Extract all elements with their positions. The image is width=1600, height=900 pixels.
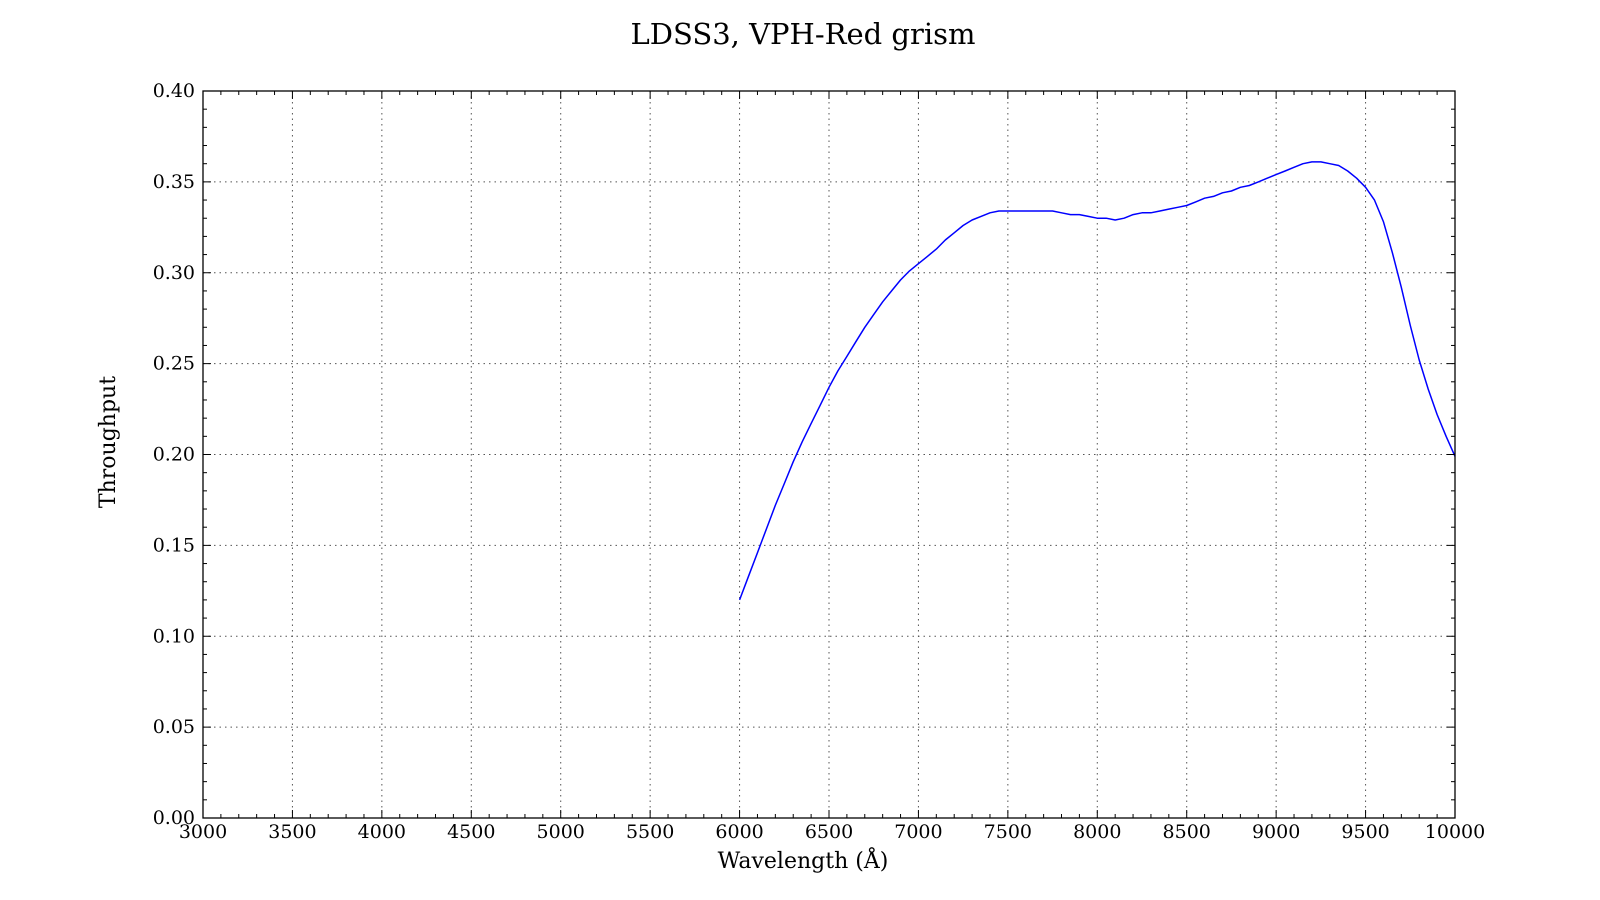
axis-ticks — [202, 90, 1456, 819]
x-tick-label: 9500 — [1341, 821, 1389, 843]
x-tick-label: 8500 — [1163, 821, 1211, 843]
y-tick-label: 0.25 — [153, 353, 195, 375]
y-tick-label: 0.30 — [153, 262, 195, 284]
x-tick-label: 7000 — [894, 821, 942, 843]
y-tick-label: 0.00 — [153, 807, 195, 829]
y-tick-label: 0.10 — [153, 625, 195, 647]
x-tick-label: 3500 — [268, 821, 316, 843]
x-tick-label: 4500 — [447, 821, 495, 843]
x-tick-label: 9000 — [1252, 821, 1300, 843]
x-tick-label: 6000 — [715, 821, 763, 843]
y-tick-label: 0.20 — [153, 444, 195, 466]
x-tick-label: 10000 — [1425, 821, 1485, 843]
series-layer — [738, 161, 1456, 601]
x-tick-label: 7500 — [984, 821, 1032, 843]
y-tick-label: 0.35 — [153, 171, 195, 193]
x-tick-label: 4000 — [358, 821, 406, 843]
x-tick-label: 5500 — [626, 821, 674, 843]
y-tick-label: 0.15 — [153, 534, 195, 556]
x-tick-label: 3000 — [179, 821, 227, 843]
y-tick-label: 0.40 — [153, 80, 195, 102]
chart-title: LDSS3, VPH-Red grism — [630, 17, 975, 51]
y-tick-label: 0.05 — [153, 716, 195, 738]
x-axis-label: Wavelength (Å) — [718, 846, 889, 874]
throughput-series-line — [738, 161, 1456, 601]
grid-lines — [203, 91, 1455, 818]
x-tick-labels: 3000 3500 4000 4500 5000 5500 6000 6500 7000 7500… — [179, 821, 1485, 843]
y-axis-label: Throughput — [96, 376, 121, 508]
x-tick-label: 6500 — [805, 821, 853, 843]
x-tick-label: 8000 — [1073, 821, 1121, 843]
y-tick-labels: 0.00 0.05 0.10 0.15 0.20 0.25 0.30 0.35 0.40 — [153, 80, 195, 829]
x-tick-label: 5000 — [537, 821, 585, 843]
